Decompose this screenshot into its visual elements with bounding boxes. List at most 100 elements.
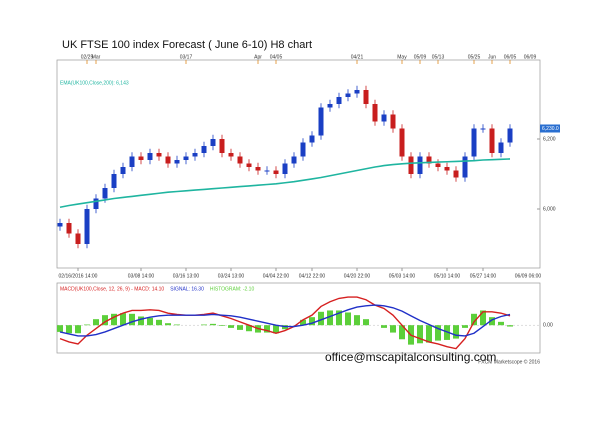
candle-body	[291, 156, 297, 164]
candle-body	[219, 139, 225, 153]
candle-body	[210, 139, 216, 146]
candle-body	[192, 153, 198, 157]
histogram-bar	[354, 315, 360, 326]
histogram-bar	[363, 319, 369, 326]
candle-body	[471, 128, 477, 157]
top-date-label: 06/09	[524, 54, 537, 60]
top-date-label: 05/25	[468, 54, 481, 60]
candle-body	[201, 146, 207, 153]
histogram-bar	[417, 325, 423, 344]
x-tick-label: 03/08 14:00	[128, 273, 155, 279]
x-tick-label: 04/12 22:00	[299, 273, 326, 279]
top-date-label: 04/21	[351, 54, 364, 60]
candle-body	[309, 135, 315, 143]
ema-legend: EMA(UK100,Close,200): 6,143	[60, 80, 129, 86]
candle-body	[273, 170, 279, 174]
histogram-bar	[327, 310, 333, 326]
top-date-label: Apr	[254, 54, 262, 60]
x-tick-label: 04/20 22:00	[344, 273, 371, 279]
histogram-bar	[165, 323, 171, 326]
histogram-bar	[345, 312, 351, 326]
candle-body	[336, 97, 342, 104]
candle-body	[147, 153, 153, 160]
candle-body	[129, 156, 135, 167]
histogram-bar	[309, 317, 315, 326]
legend-entry: HISTOGRAM: -2.10	[210, 286, 255, 292]
candle-body	[318, 107, 324, 136]
candle-body	[444, 167, 450, 171]
x-tick-label: 04/04 22:00	[263, 273, 290, 279]
top-date-label: Jun	[488, 54, 496, 60]
candle-body	[246, 163, 252, 167]
candle-body	[174, 160, 180, 164]
candle-body	[489, 128, 495, 153]
candle-body	[300, 142, 306, 157]
macd-line	[59, 296, 511, 350]
last-price-box	[540, 124, 560, 133]
histogram-bar	[57, 325, 63, 332]
candle-body	[93, 198, 99, 209]
candle-body	[75, 233, 81, 244]
candle-body	[165, 156, 171, 164]
histogram-bar	[426, 325, 432, 343]
top-date-label: May	[397, 54, 407, 60]
top-date-label: 05/13	[432, 54, 445, 60]
x-tick-label: 05/27 14:00	[470, 273, 497, 279]
histogram-bar	[237, 325, 243, 330]
histogram-bar	[129, 313, 135, 326]
candle-body	[390, 114, 396, 129]
x-tick-label: 03/24 13:00	[218, 273, 245, 279]
histogram-bar	[435, 325, 441, 341]
chart-title: UK FTSE 100 index Forecast ( June 6-10) …	[62, 39, 312, 51]
histogram-bar	[93, 319, 99, 326]
histogram-bar	[264, 325, 270, 333]
y-tick-label: 0.00	[543, 323, 553, 329]
candle-body	[408, 156, 414, 174]
histogram-bar	[75, 325, 81, 334]
candle-body	[102, 188, 108, 199]
histogram-bar	[471, 313, 477, 326]
top-date-label: 02/25	[81, 54, 94, 60]
histogram-bar	[336, 310, 342, 326]
candle-body	[435, 163, 441, 167]
candle-body	[111, 174, 117, 188]
candle-body	[66, 223, 72, 234]
histogram-bar	[480, 310, 486, 326]
histogram-bar	[399, 325, 405, 340]
ema-line	[59, 158, 511, 209]
candle-body	[399, 128, 405, 157]
candle-body	[255, 167, 261, 171]
footer-credit: FXCM Marketscope © 2016	[478, 358, 540, 365]
candle-body	[237, 156, 243, 164]
x-tick-label: 03/16 13:00	[173, 273, 200, 279]
macd-line	[59, 304, 511, 337]
candle-body	[84, 209, 90, 244]
histogram-bar	[453, 325, 459, 339]
candle-body	[381, 114, 387, 122]
histogram-bar	[390, 325, 396, 333]
histogram-bar	[228, 325, 234, 328]
candle-body	[372, 104, 378, 122]
candle-body	[228, 153, 234, 157]
histogram-bar	[273, 325, 279, 334]
histogram-bar	[147, 317, 153, 326]
candle-body	[426, 156, 432, 164]
histogram-bar	[120, 313, 126, 326]
candle-body	[138, 156, 144, 160]
candle-body	[462, 156, 468, 178]
candle-body	[354, 90, 360, 94]
histogram-bar	[102, 315, 108, 326]
x-tick-label: 05/03 14:00	[389, 273, 416, 279]
candle-body	[264, 170, 270, 172]
candle-body	[120, 167, 126, 174]
candle-body	[327, 104, 333, 108]
footer-email: office@mscapitalconsulting.com	[325, 350, 496, 364]
histogram-bar	[318, 311, 324, 326]
y-tick-label: 6,200	[543, 136, 556, 142]
y-tick-label: 6,000	[543, 206, 556, 212]
histogram-bar	[111, 313, 117, 326]
candle-body	[480, 128, 486, 130]
